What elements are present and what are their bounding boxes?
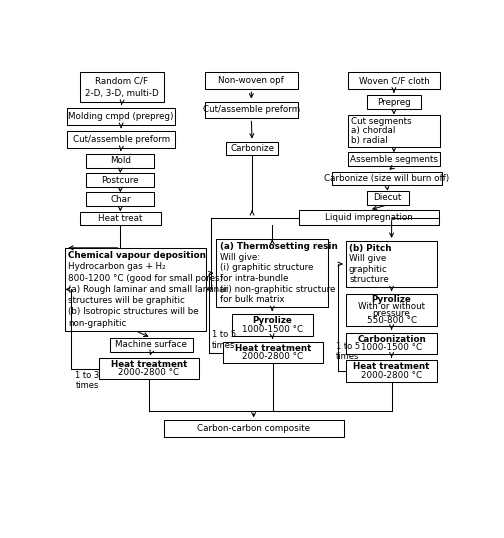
Text: 2-D, 3-D, multi-D: 2-D, 3-D, multi-D — [85, 89, 159, 97]
Bar — [226, 141, 278, 155]
Bar — [346, 360, 437, 382]
Text: Carbonization: Carbonization — [357, 335, 426, 344]
Bar — [205, 102, 298, 118]
Text: Will give: Will give — [349, 254, 386, 263]
Text: 1 to 5
times: 1 to 5 times — [212, 330, 236, 350]
Bar — [299, 210, 439, 225]
Bar — [67, 131, 175, 148]
Text: 550-800 °C: 550-800 °C — [366, 316, 417, 325]
Text: Carbonize (size will burn off): Carbonize (size will burn off) — [325, 174, 450, 183]
Bar — [66, 248, 206, 331]
Text: (a) Thermosetting resin: (a) Thermosetting resin — [220, 243, 337, 251]
Bar — [367, 95, 421, 109]
Text: (a) Rough laminar and small laminar: (a) Rough laminar and small laminar — [69, 285, 228, 294]
Bar — [223, 342, 323, 363]
Text: Pyrolize: Pyrolize — [372, 295, 411, 305]
Text: Heat treatment: Heat treatment — [353, 362, 430, 371]
Bar — [164, 420, 344, 437]
Bar — [367, 191, 409, 204]
Bar — [348, 115, 439, 147]
Text: Carbon-carbon composite: Carbon-carbon composite — [197, 424, 310, 433]
Text: Random C/F: Random C/F — [95, 76, 148, 85]
Bar — [346, 294, 437, 327]
Bar — [205, 72, 298, 89]
Text: 800-1200 °C (good for small pores): 800-1200 °C (good for small pores) — [69, 274, 224, 282]
Text: (b) Pitch: (b) Pitch — [349, 244, 392, 253]
Text: 1 to 3
times: 1 to 3 times — [76, 371, 100, 391]
Text: (ii) non-graphitic structure: (ii) non-graphitic structure — [220, 285, 335, 294]
Text: for bulk matrix: for bulk matrix — [220, 295, 284, 304]
Text: Non-woven opf: Non-woven opf — [218, 76, 284, 85]
Text: 2000-2800 °C: 2000-2800 °C — [118, 369, 179, 378]
Text: Chemical vapour deposition: Chemical vapour deposition — [69, 251, 206, 260]
Text: Cut/assemble preform: Cut/assemble preform — [73, 134, 170, 144]
Bar — [109, 338, 193, 352]
Text: 2000-2800 °C: 2000-2800 °C — [242, 352, 303, 362]
Text: Diecut: Diecut — [373, 193, 402, 202]
Text: non-graphitic: non-graphitic — [69, 318, 127, 328]
Text: 1000-1500 °C: 1000-1500 °C — [242, 324, 303, 334]
Text: 1000-1500 °C: 1000-1500 °C — [361, 343, 422, 352]
Bar — [86, 193, 154, 206]
Text: Heat treat: Heat treat — [98, 214, 143, 223]
Text: (i) graphitic structure: (i) graphitic structure — [220, 264, 313, 272]
Bar — [346, 241, 437, 287]
Text: graphitic: graphitic — [349, 265, 388, 274]
Text: 1 to 5
times: 1 to 5 times — [336, 342, 360, 361]
Bar — [86, 173, 154, 187]
Text: Postcure: Postcure — [102, 175, 139, 185]
Bar — [332, 172, 442, 186]
Text: Cut/assemble preform: Cut/assemble preform — [203, 105, 300, 115]
Bar — [80, 72, 164, 102]
Text: Prepreg: Prepreg — [377, 98, 411, 107]
Bar — [232, 314, 312, 336]
Bar — [80, 211, 161, 225]
Text: Char: Char — [110, 195, 131, 204]
Text: Carbonize: Carbonize — [230, 144, 274, 153]
Bar — [346, 332, 437, 354]
Text: Heat treatment: Heat treatment — [111, 360, 187, 369]
Text: Pyrolize: Pyrolize — [253, 316, 292, 325]
Text: Mold: Mold — [110, 157, 131, 165]
Bar — [348, 72, 439, 89]
Text: Hydrocarbon gas + H₂: Hydrocarbon gas + H₂ — [69, 263, 166, 272]
Text: structures will be graphitic: structures will be graphitic — [69, 296, 185, 305]
Text: a) chordal: a) chordal — [351, 126, 396, 135]
Text: With or without: With or without — [358, 302, 425, 311]
Text: 2000-2800 °C: 2000-2800 °C — [361, 371, 422, 380]
Text: (b) Isotropic structures will be: (b) Isotropic structures will be — [69, 307, 199, 316]
Text: Woven C/F cloth: Woven C/F cloth — [358, 76, 429, 85]
Text: Machine surface: Machine surface — [115, 341, 187, 349]
Text: b) radial: b) radial — [351, 136, 388, 145]
Text: Assemble segments: Assemble segments — [350, 155, 438, 164]
Bar — [67, 108, 175, 125]
Bar — [216, 239, 328, 307]
Bar — [99, 358, 200, 379]
Text: Heat treatment: Heat treatment — [235, 344, 311, 353]
Text: Will give:: Will give: — [220, 253, 260, 262]
Text: Liquid impregnation: Liquid impregnation — [325, 213, 413, 222]
Text: Molding cmpd (prepreg): Molding cmpd (prepreg) — [69, 112, 174, 121]
Text: structure: structure — [349, 275, 389, 284]
Text: pressure: pressure — [373, 309, 410, 318]
Text: Cut segments: Cut segments — [351, 117, 412, 126]
Bar — [86, 154, 154, 168]
Text: for intra-bundle: for intra-bundle — [220, 274, 288, 283]
Bar — [348, 152, 439, 166]
